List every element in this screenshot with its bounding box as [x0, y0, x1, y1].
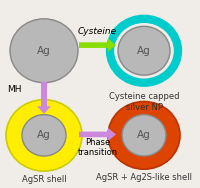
Text: Ag: Ag [37, 46, 51, 56]
Text: Ag: Ag [137, 46, 151, 56]
Text: Cysteine: Cysteine [78, 27, 117, 36]
FancyArrow shape [79, 128, 116, 141]
Text: Ag: Ag [137, 130, 151, 140]
FancyArrow shape [37, 82, 51, 114]
Circle shape [108, 102, 180, 169]
Circle shape [118, 26, 170, 75]
Text: Cysteine capped
silver NP: Cysteine capped silver NP [109, 92, 179, 111]
Circle shape [122, 115, 166, 156]
Circle shape [22, 115, 66, 156]
Text: Phase
transition: Phase transition [77, 138, 117, 157]
Text: Ag: Ag [37, 130, 51, 140]
Text: MH: MH [7, 85, 21, 94]
Text: AgSR shell: AgSR shell [22, 175, 66, 184]
Circle shape [10, 19, 78, 83]
Circle shape [6, 100, 82, 171]
Text: AgSR + Ag2S-like shell: AgSR + Ag2S-like shell [96, 173, 192, 182]
FancyArrow shape [79, 39, 116, 52]
